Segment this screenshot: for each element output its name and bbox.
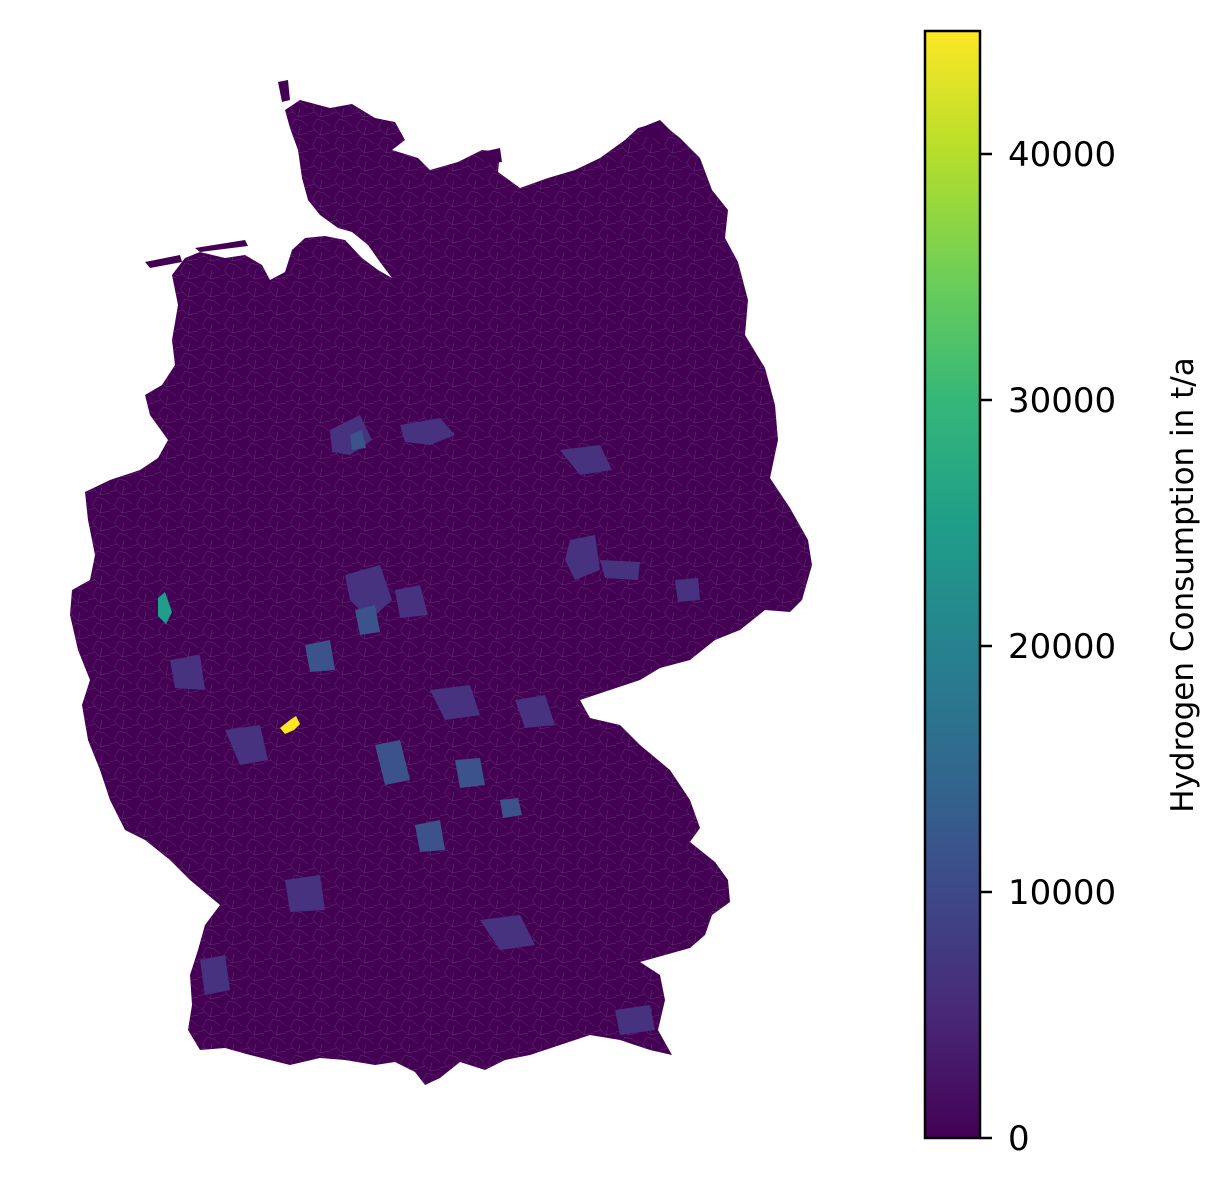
high-region: [280, 716, 300, 734]
mid-region: [158, 592, 172, 624]
colorbar-gradient: [925, 31, 980, 1138]
moderate-region: [170, 655, 205, 690]
colorbar-frame: [923, 29, 982, 1140]
colorbar-label: Hydrogen Consumption in t/a: [1165, 357, 1201, 813]
colorbar-tick-label: 20000: [1008, 627, 1116, 667]
elevated-region: [415, 820, 445, 852]
island: [145, 255, 182, 268]
elevated-region: [375, 740, 410, 785]
moderate-region: [615, 1005, 655, 1035]
moderate-region: [395, 585, 428, 618]
island: [195, 240, 248, 252]
moderate-region: [400, 418, 455, 445]
elevated-region: [355, 605, 380, 635]
elevated-region: [305, 640, 335, 672]
moderate-region: [225, 725, 268, 765]
district-highlights: [70, 100, 812, 1085]
moderate-region: [345, 565, 392, 620]
moderate-region: [480, 915, 535, 950]
moderate-region: [560, 445, 612, 475]
elevated-region: [350, 430, 366, 450]
germany-map: [70, 80, 812, 1085]
island: [278, 80, 290, 102]
moderate-region: [600, 560, 640, 580]
moderate-region: [675, 578, 700, 602]
moderate-region: [285, 875, 325, 912]
colorbar-tick-label: 0: [1008, 1119, 1030, 1159]
colorbar-tick-label: 10000: [1008, 873, 1116, 913]
colorbar-tick-label: 40000: [1008, 135, 1116, 175]
moderate-region: [200, 955, 230, 995]
island: [640, 120, 670, 140]
elevated-region: [455, 758, 485, 788]
moderate-region: [515, 695, 555, 728]
elevated-region: [500, 798, 522, 818]
colorbar-ticks: 0 10000 20000 30000 40000: [980, 135, 1116, 1159]
district-boundaries: [70, 100, 812, 1085]
moderate-region: [430, 685, 480, 720]
colorbar: 0 10000 20000 30000 40000 Hydrogen Consumpti…: [923, 29, 1201, 1159]
colorbar-tick-label: 30000: [1008, 381, 1116, 421]
island: [482, 148, 502, 164]
moderate-region: [565, 535, 600, 580]
